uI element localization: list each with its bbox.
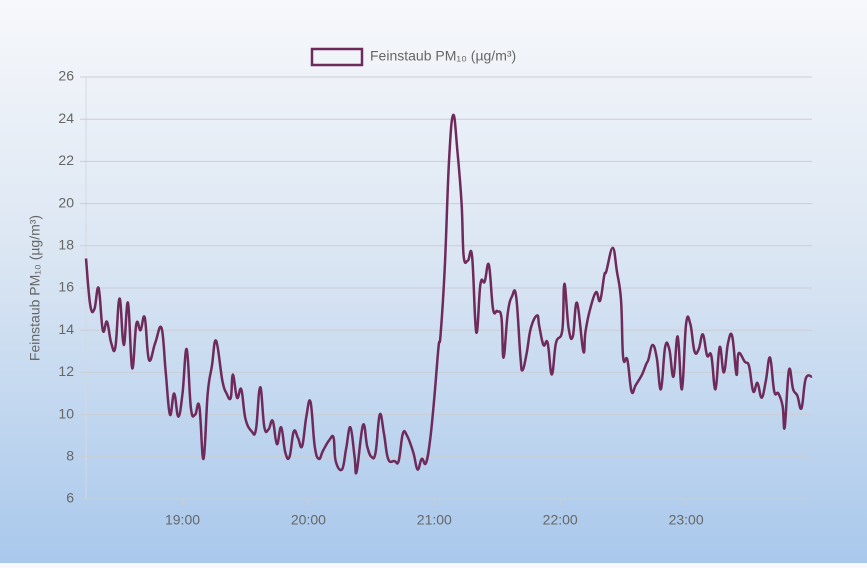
y-tick-label: 16	[58, 279, 74, 295]
y-tick-label: 20	[58, 194, 74, 210]
y-tick-label: 12	[58, 363, 74, 379]
y-tick-label: 8	[66, 448, 74, 464]
y-tick-label: 26	[58, 68, 74, 84]
y-tick-label: 10	[58, 405, 74, 421]
x-tick-label: 23:00	[669, 512, 704, 528]
x-tick-label: 22:00	[543, 512, 578, 528]
legend-swatch	[310, 47, 364, 67]
y-tick-label: 18	[58, 237, 74, 253]
y-axis-title: Feinstaub PM₁₀ (µg/m³)	[27, 215, 43, 361]
x-tick-label: 20:00	[291, 512, 326, 528]
x-tick-label: 21:00	[417, 512, 452, 528]
x-tick-label: 19:00	[165, 512, 200, 528]
y-tick-label: 22	[58, 152, 74, 168]
y-tick-label: 6	[66, 490, 74, 506]
y-tick-label: 14	[58, 321, 74, 337]
y-tick-label: 24	[58, 110, 74, 126]
data-line	[84, 113, 813, 475]
legend-label: Feinstaub PM₁₀ (µg/m³)	[370, 48, 516, 64]
